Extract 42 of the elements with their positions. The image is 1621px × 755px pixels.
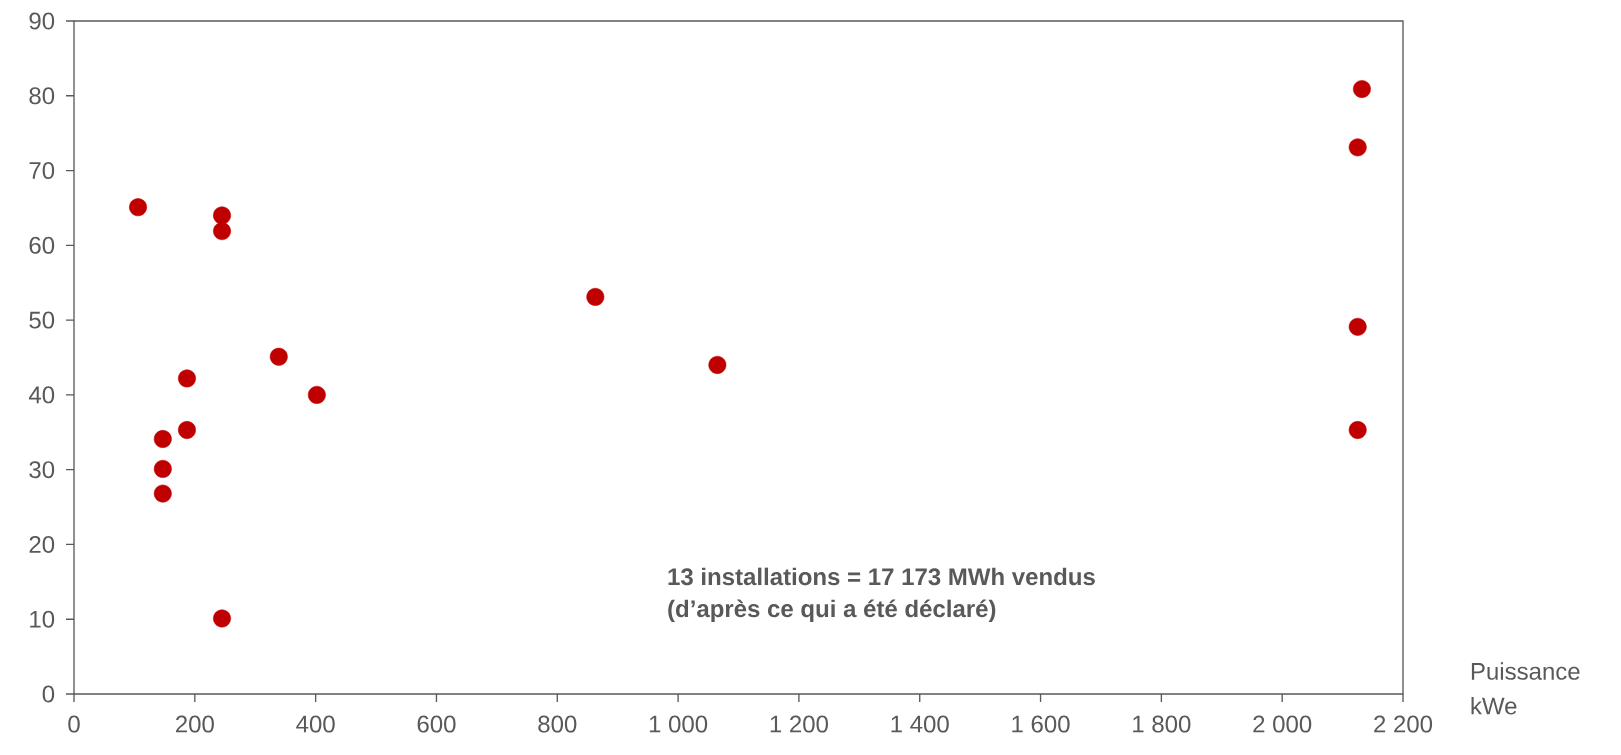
x-tick-label: 2 200 — [1374, 715, 1433, 733]
annotation: (d’après ce qui a été déclaré) — [668, 599, 996, 623]
point — [307, 385, 326, 404]
y-tick-label: 0 — [42, 685, 55, 703]
point — [586, 287, 605, 306]
x-tick-label: 2 000 — [1253, 715, 1312, 733]
x-axis-title: Puissance kWe — [1471, 662, 1580, 715]
x-tick-label: 1 200 — [770, 715, 828, 733]
x-tick-label: 1 400 — [891, 715, 949, 733]
x-tick-label: 1 000 — [649, 715, 708, 733]
x-tick-label: 0 — [68, 715, 80, 733]
point — [213, 206, 231, 225]
point — [1352, 80, 1371, 98]
y-tick-label: 20 — [29, 535, 55, 553]
y-tick-label: 70 — [29, 162, 55, 180]
point — [213, 222, 231, 241]
y-tick-label: 90 — [29, 12, 55, 30]
x-tick-label: 800 — [538, 715, 577, 733]
x-tick-label: 1 800 — [1133, 715, 1191, 733]
x-tick-label: 400 — [296, 715, 335, 733]
y-tick-label: 60 — [29, 236, 55, 254]
y-tick-label: 30 — [29, 461, 55, 479]
point — [153, 430, 172, 448]
y-tick-label: 10 — [30, 610, 55, 628]
point — [153, 459, 172, 478]
annotation: 13 installations = 17 173 MWh vendus — [668, 567, 1095, 586]
point — [129, 198, 147, 217]
point — [178, 421, 196, 439]
y-tick-label: 40 — [28, 386, 55, 404]
point — [269, 347, 288, 366]
y-tick-label: 80 — [29, 87, 55, 105]
y-tick-label: 50 — [29, 311, 55, 329]
point — [153, 484, 172, 503]
point — [1348, 138, 1367, 157]
point — [708, 356, 727, 374]
point — [213, 609, 231, 628]
point — [1348, 421, 1367, 439]
x-tick-label: 200 — [176, 715, 214, 733]
point — [178, 369, 196, 388]
x-tick-label: 600 — [417, 715, 456, 733]
point — [1348, 317, 1367, 336]
x-tick-label: 1 600 — [1012, 715, 1070, 733]
